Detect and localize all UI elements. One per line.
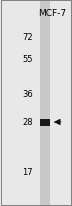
Bar	[40, 2, 50, 205]
Text: 28: 28	[22, 118, 33, 127]
Text: 17: 17	[22, 168, 33, 177]
Text: MCF-7: MCF-7	[38, 9, 66, 18]
Bar	[40, 119, 50, 126]
Text: 36: 36	[22, 90, 33, 99]
Text: 72: 72	[22, 33, 33, 42]
Text: 55: 55	[22, 55, 33, 64]
